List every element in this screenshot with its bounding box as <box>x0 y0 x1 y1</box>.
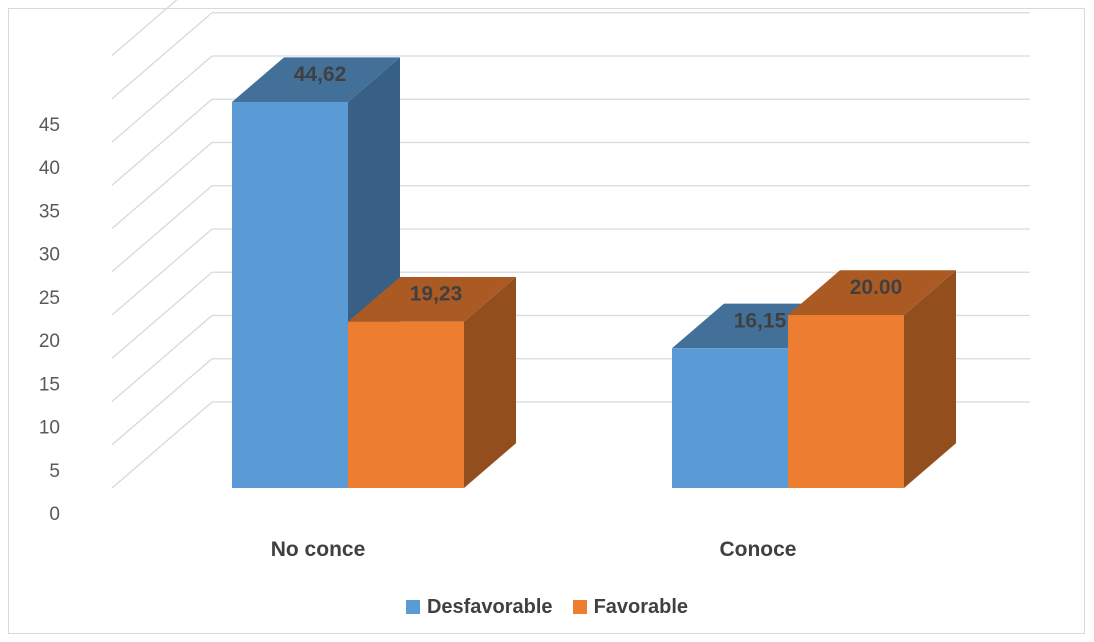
data-label: 16,15 <box>734 309 787 332</box>
gridline-side <box>111 401 213 489</box>
gridline-side <box>111 12 213 100</box>
y-tick-label: 35 <box>39 201 60 222</box>
y-tick-label: 5 <box>49 461 60 482</box>
bar-favorable-1 <box>788 270 956 488</box>
bar-side-face <box>464 276 516 488</box>
gridline-side <box>111 358 213 446</box>
bar-favorable-0 <box>348 276 516 488</box>
bar-side-face <box>904 270 956 488</box>
legend-label-desfavorable: Desfavorable <box>426 595 553 618</box>
y-tick-label: 40 <box>39 158 60 179</box>
gridline-side <box>111 98 213 186</box>
y-tick-label: 0 <box>49 504 60 525</box>
y-tick-label: 30 <box>39 245 60 266</box>
y-tick-label: 25 <box>39 288 60 309</box>
legend-swatch-desfavorable <box>405 600 420 614</box>
data-label: 19,23 <box>410 283 463 306</box>
gridline-side <box>111 55 213 143</box>
y-axis-ticks: 0 5 10 15 20 25 30 35 40 45 <box>39 115 60 525</box>
gridline-side <box>111 228 213 316</box>
bar-front-face <box>232 102 348 489</box>
data-labels: 44,62 19,23 16,15 20.00 <box>294 63 903 332</box>
bar-top-face <box>788 270 956 315</box>
gridline-side <box>111 142 213 229</box>
gridline-side <box>111 0 178 56</box>
gridline-side <box>111 185 213 273</box>
data-label: 44,62 <box>294 63 347 86</box>
y-tick-label: 20 <box>39 331 60 352</box>
bar-front-face <box>788 315 904 488</box>
y-tick-label: 45 <box>39 115 60 136</box>
x-category-label: No conce <box>271 538 366 561</box>
legend-item-desfavorable: Desfavorable <box>405 595 553 619</box>
bars <box>232 57 956 489</box>
legend-label-favorable: Favorable <box>593 595 689 618</box>
legend-item-favorable: Favorable <box>572 595 689 619</box>
bar-top-face <box>232 57 400 103</box>
legend-swatch-favorable <box>572 600 587 614</box>
bar-top-face <box>348 276 516 322</box>
bar-front-face <box>672 348 788 488</box>
x-axis-categories: No conce Conoce <box>271 538 797 561</box>
y-tick-label: 10 <box>39 418 60 439</box>
bar-front-face <box>348 321 464 488</box>
gridline-side <box>111 271 213 359</box>
gridline-side <box>111 315 213 402</box>
data-label: 20.00 <box>850 276 903 299</box>
legend: Desfavorable Favorable <box>0 592 1094 622</box>
x-category-label: Conoce <box>719 538 796 561</box>
y-tick-label: 15 <box>39 374 60 395</box>
